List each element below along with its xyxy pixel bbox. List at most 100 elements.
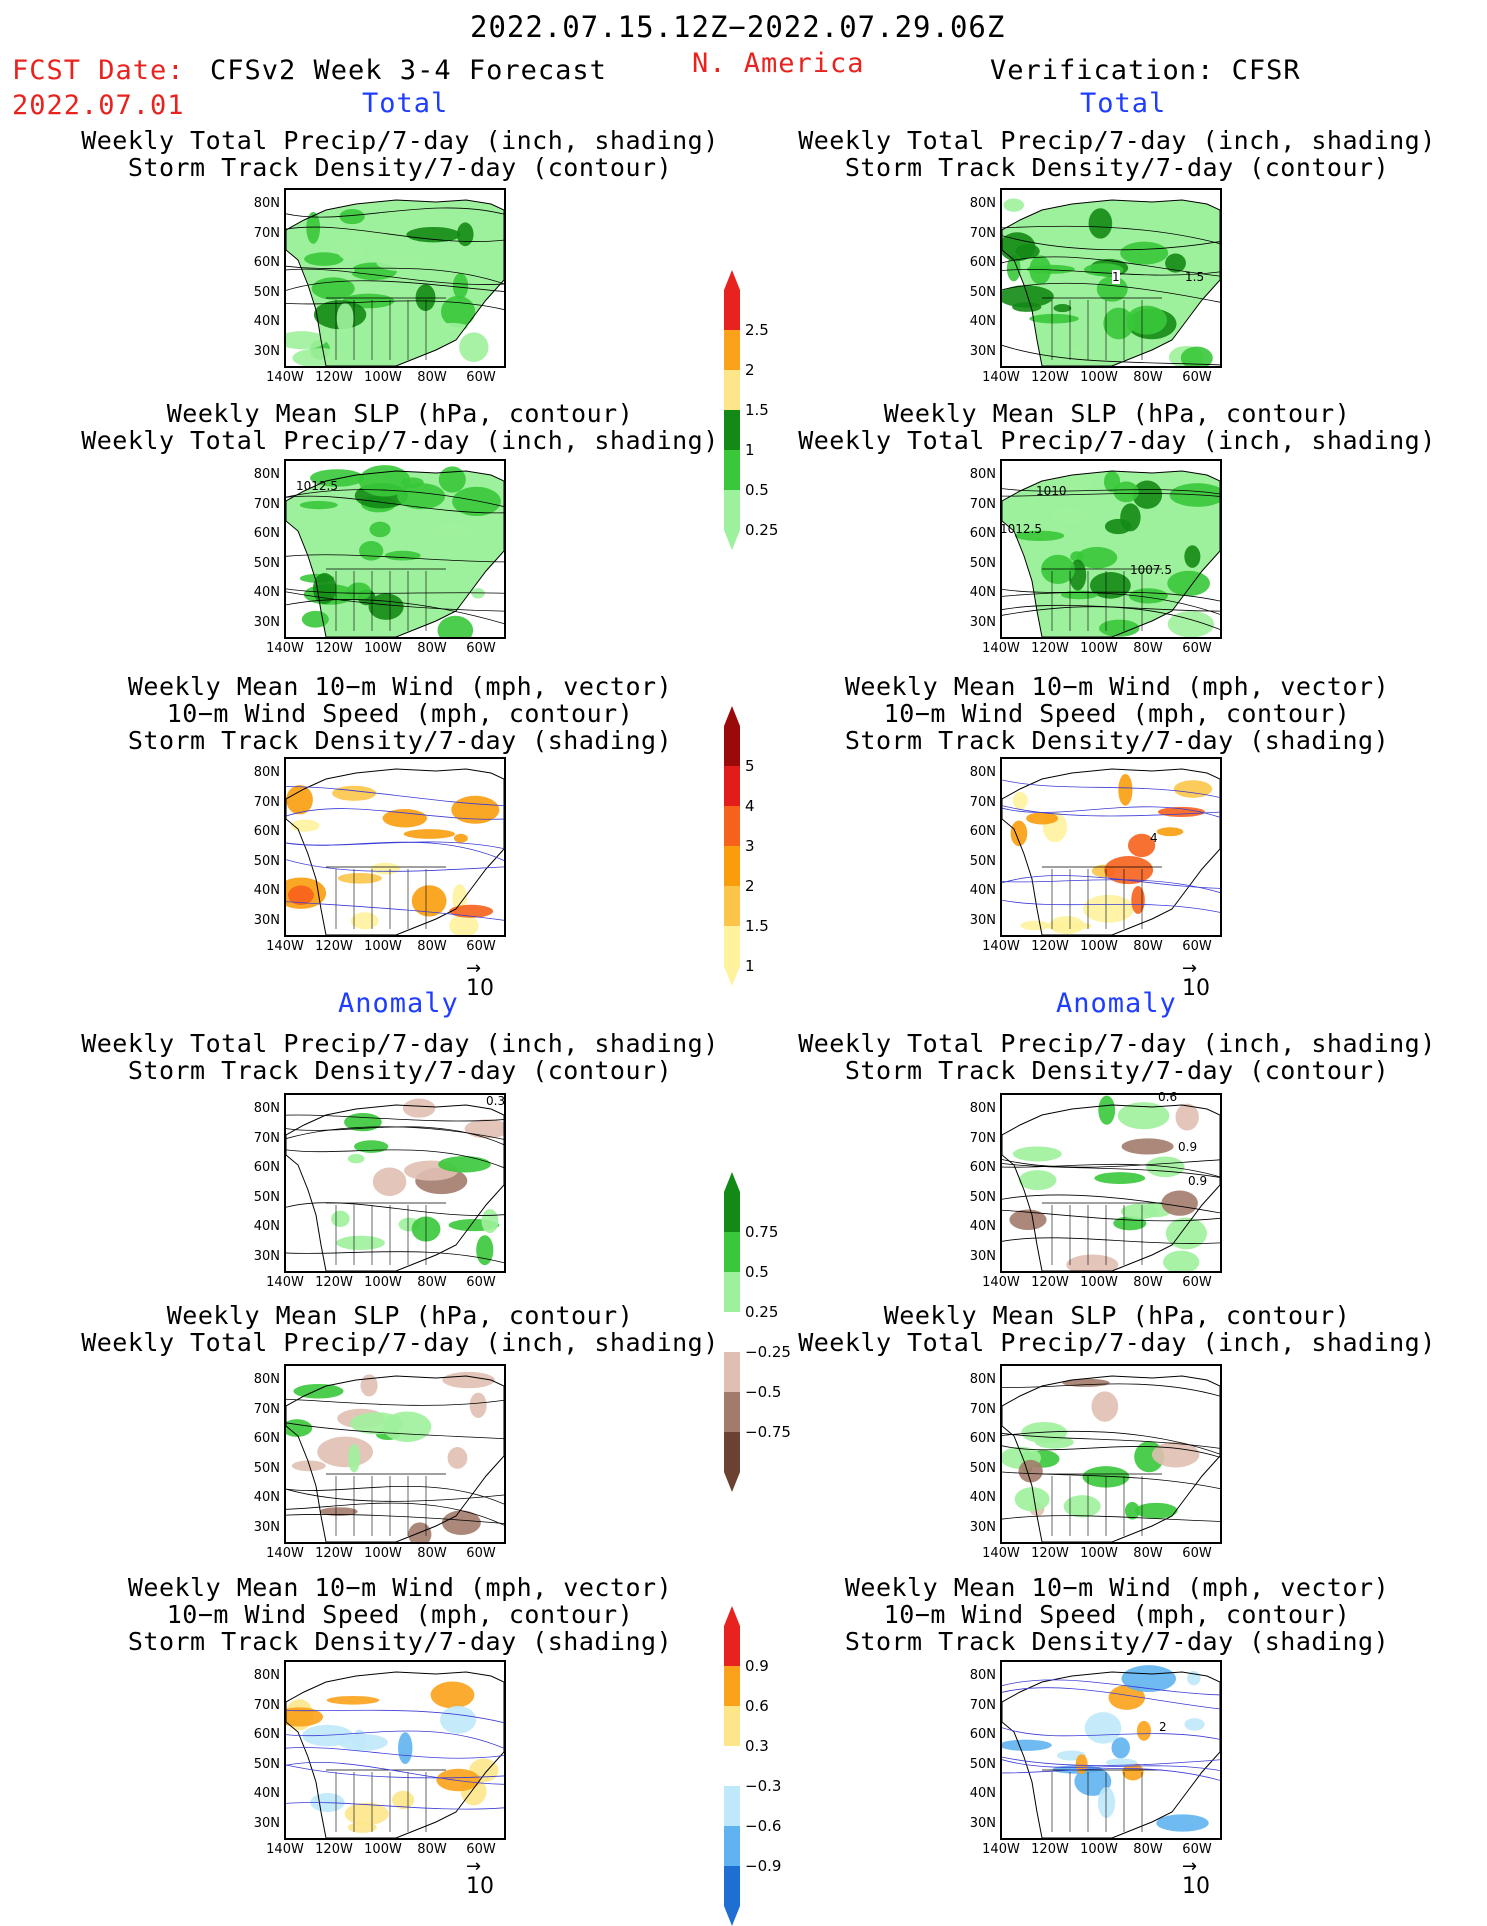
title-line: Weekly Total Precip/7-day (inch, shading… xyxy=(798,126,1436,155)
map-panel xyxy=(284,1364,506,1544)
lon-tick-label: 80W xyxy=(1133,641,1163,656)
lon-tick-label: 120W xyxy=(1031,1546,1069,1561)
lon-tick-label: 60W xyxy=(466,1546,496,1561)
panel-title-R3: Weekly Mean 10−m Wind (mph, vector) 10−m… xyxy=(797,673,1437,754)
lat-tick-label: 30N xyxy=(253,1248,280,1264)
lat-tick-label: 30N xyxy=(969,614,996,630)
colorbar-arrow-bottom xyxy=(724,1906,740,1926)
lat-tick-label: 50N xyxy=(969,284,996,300)
title-line: 10−m Wind Speed (mph, contour) xyxy=(883,699,1351,728)
contour-label: 0.6 xyxy=(1158,1090,1178,1104)
map-field xyxy=(1002,1375,1220,1542)
panel-title-L3: Weekly Mean 10−m Wind (mph, vector) 10−m… xyxy=(80,673,720,754)
colorbar-label: 4 xyxy=(745,797,755,815)
title-line: 10−m Wind Speed (mph, contour) xyxy=(166,1600,634,1629)
lon-tick-label: 80W xyxy=(417,939,447,954)
colorbar-label: 0.75 xyxy=(745,1223,779,1241)
title-line: Weekly Mean SLP (hPa, contour) xyxy=(166,1301,634,1330)
lat-tick-label: 40N xyxy=(253,883,280,898)
title-line: Storm Track Density/7-day (shading) xyxy=(844,1627,1390,1656)
lat-tick-label: 80N xyxy=(253,1101,280,1116)
colorbar-label: −0.75 xyxy=(745,1423,791,1441)
panel-title-L4: Weekly Total Precip/7-day (inch, shading… xyxy=(80,1030,720,1084)
map-panel xyxy=(1000,757,1222,937)
lon-tick-label: 100W xyxy=(1080,370,1118,385)
lat-tick-label: 80N xyxy=(969,467,996,482)
map-field xyxy=(1002,470,1220,637)
colorbar-label: 0.3 xyxy=(745,1737,769,1755)
title-line: Weekly Mean SLP (hPa, contour) xyxy=(166,399,634,428)
lon-tick-label: 140W xyxy=(266,641,304,656)
lat-tick-label: 80N xyxy=(969,1372,996,1387)
date-range-title: 2022.07.15.12Z−2022.07.29.06Z xyxy=(470,10,1006,44)
map-panel xyxy=(284,1660,506,1840)
colorbar-arrow-top xyxy=(724,270,740,290)
title-line: Weekly Total Precip/7-day (inch, shading… xyxy=(81,126,719,155)
panel-title-L5: Weekly Mean SLP (hPa, contour) Weekly To… xyxy=(80,1302,720,1356)
lon-tick-label: 80W xyxy=(417,1546,447,1561)
lat-tick-label: 40N xyxy=(969,1786,996,1801)
colorbar-storm-anom xyxy=(722,1606,742,1926)
lat-tick-label: 40N xyxy=(969,883,996,898)
colorbar-storm-total xyxy=(722,706,742,986)
lat-tick-label: 70N xyxy=(969,1130,996,1146)
colorbar-swatch xyxy=(724,290,740,330)
map-panel xyxy=(284,188,506,368)
lat-tick-label: 30N xyxy=(969,343,996,359)
colorbar-swatch xyxy=(724,1666,740,1706)
lon-tick-label: 80W xyxy=(1133,1546,1163,1561)
lat-tick-label: 30N xyxy=(253,343,280,359)
vector-ref-R6: → 10 xyxy=(1182,1858,1210,1900)
colorbar-label: −0.9 xyxy=(745,1857,782,1875)
lon-tick-label: 120W xyxy=(1031,1275,1069,1290)
colorbar-swatch xyxy=(724,330,740,370)
title-line: Weekly Mean SLP (hPa, contour) xyxy=(883,399,1351,428)
arrow-right-icon: → xyxy=(466,1856,482,1877)
lon-tick-label: 120W xyxy=(315,1546,353,1561)
lon-tick-label: 120W xyxy=(315,939,353,954)
map-panel xyxy=(284,757,506,937)
colorbar-arrow-bottom xyxy=(724,530,740,550)
lon-tick-label: 120W xyxy=(315,370,353,385)
lon-tick-label: 60W xyxy=(466,1275,496,1290)
region-title: N. America xyxy=(692,48,865,79)
panel-title-L1: Weekly Total Precip/7-day (inch, shading… xyxy=(80,127,720,181)
lon-tick-label: 100W xyxy=(1080,1275,1118,1290)
lat-tick-label: 40N xyxy=(253,1219,280,1234)
lat-tick-label: 80N xyxy=(969,765,996,780)
colorbar-arrow-top xyxy=(724,1606,740,1626)
contour-label: 2 xyxy=(1159,1720,1167,1734)
lat-tick-label: 80N xyxy=(253,765,280,780)
lon-tick-label: 60W xyxy=(466,370,496,385)
colorbar-label: −0.5 xyxy=(745,1383,782,1401)
lon-tick-label: 100W xyxy=(1080,641,1118,656)
lon-tick-label: 120W xyxy=(1031,1842,1069,1857)
colorbar-label: −0.3 xyxy=(745,1777,782,1795)
lon-tick-label: 80W xyxy=(1133,370,1163,385)
colorbar-swatch xyxy=(724,1626,740,1666)
lat-tick-label: 50N xyxy=(969,555,996,571)
colorbar-label: 0.5 xyxy=(745,481,769,499)
verification-title: Verification: CFSR xyxy=(990,55,1301,86)
lon-tick-label: 120W xyxy=(1031,939,1069,954)
contour-label: 0.9 xyxy=(1188,1174,1208,1188)
title-line: 10−m Wind Speed (mph, contour) xyxy=(883,1600,1351,1629)
map-panel xyxy=(1000,188,1222,368)
colorbar-label: 0.25 xyxy=(745,521,779,539)
title-line: Storm Track Density/7-day (contour) xyxy=(127,1056,673,1085)
lat-tick-label: 70N xyxy=(969,1697,996,1713)
lat-tick-label: 70N xyxy=(969,225,996,241)
lon-tick-label: 80W xyxy=(417,370,447,385)
vector-ref-L6: → 10 xyxy=(466,1856,494,1900)
lat-tick-label: 50N xyxy=(253,1460,280,1476)
lon-tick-label: 140W xyxy=(982,1546,1020,1561)
lon-tick-label: 140W xyxy=(982,1275,1020,1290)
lon-tick-label: 100W xyxy=(364,370,402,385)
contour-label: 0.3 xyxy=(486,1094,506,1108)
lon-tick-label: 140W xyxy=(266,1546,304,1561)
title-line: Weekly Total Precip/7-day (inch, shading… xyxy=(798,1029,1436,1058)
colorbar-label: 0.5 xyxy=(745,1263,769,1281)
lat-tick-label: 70N xyxy=(969,496,996,512)
lat-tick-label: 60N xyxy=(969,1431,996,1446)
contour-label: 1.5 xyxy=(1185,270,1205,284)
